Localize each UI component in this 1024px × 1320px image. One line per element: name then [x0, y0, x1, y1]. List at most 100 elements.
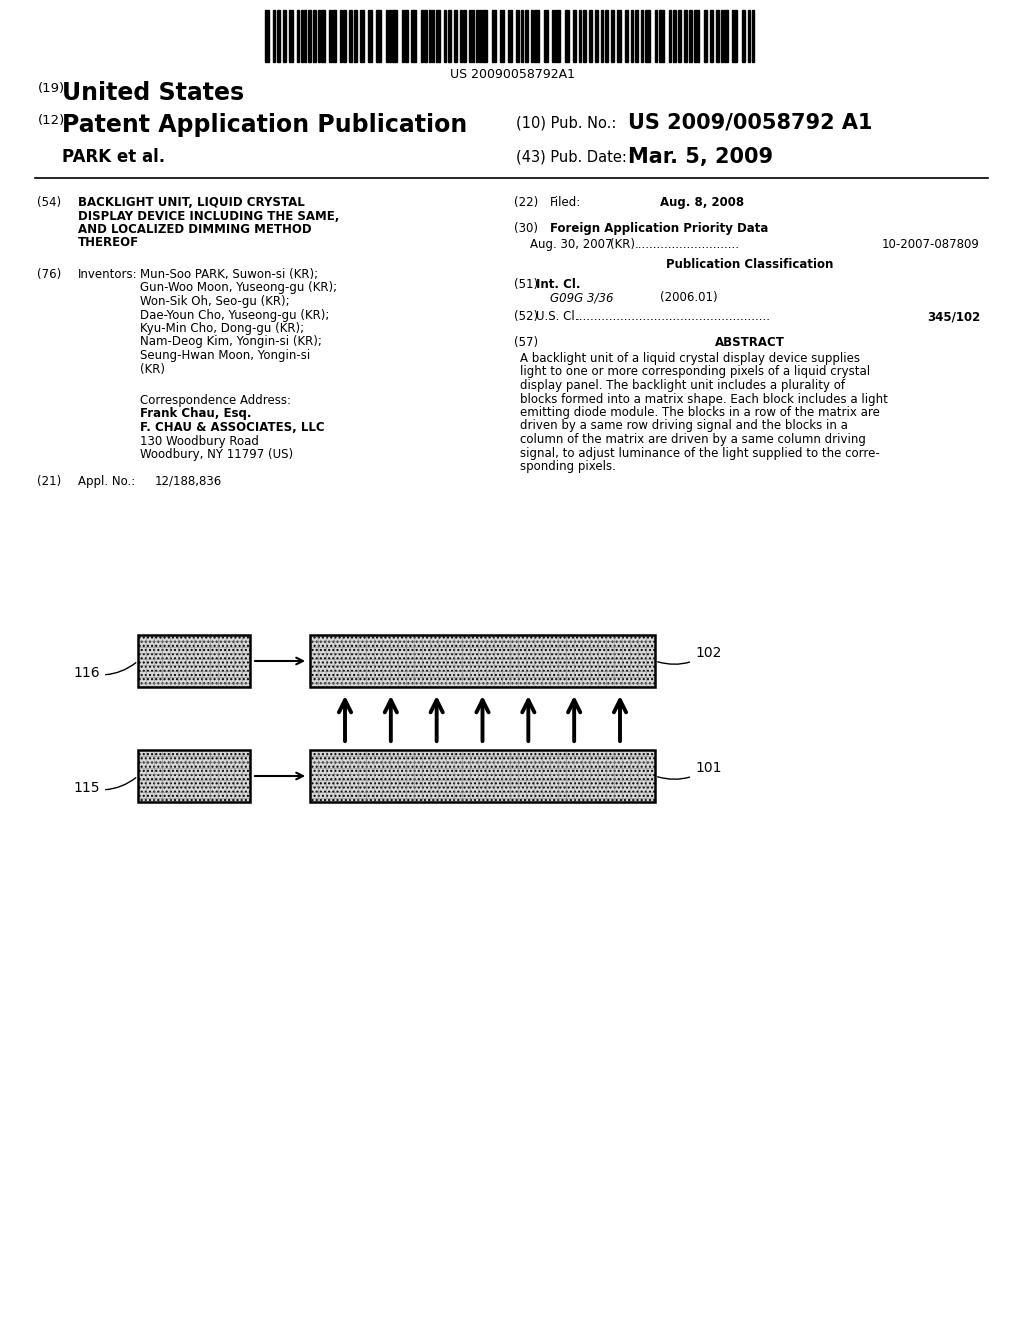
- Bar: [392, 11, 397, 62]
- Text: G09G 3/36: G09G 3/36: [550, 292, 613, 305]
- Text: DISPLAY DEVICE INCLUDING THE SAME,: DISPLAY DEVICE INCLUDING THE SAME,: [78, 210, 339, 223]
- Bar: [454, 11, 457, 62]
- Bar: [673, 11, 676, 62]
- Text: Seung-Hwan Moon, Yongin-si: Seung-Hwan Moon, Yongin-si: [140, 348, 310, 362]
- Text: Woodbury, NY 11797 (US): Woodbury, NY 11797 (US): [140, 447, 293, 461]
- Bar: [655, 11, 657, 62]
- Text: Foreign Application Priority Data: Foreign Application Priority Data: [550, 222, 768, 235]
- Text: US 20090058792A1: US 20090058792A1: [450, 69, 574, 81]
- Bar: [521, 11, 523, 62]
- Bar: [689, 11, 691, 62]
- Text: BACKLIGHT UNIT, LIQUID CRYSTAL: BACKLIGHT UNIT, LIQUID CRYSTAL: [78, 195, 305, 209]
- Bar: [469, 11, 470, 62]
- Text: (19): (19): [38, 82, 66, 95]
- Bar: [492, 11, 496, 62]
- Bar: [678, 11, 681, 62]
- Bar: [645, 11, 650, 62]
- Bar: [579, 11, 581, 62]
- Bar: [389, 11, 390, 62]
- Bar: [595, 11, 598, 62]
- Bar: [721, 11, 723, 62]
- Bar: [516, 11, 518, 62]
- Bar: [424, 11, 427, 62]
- Bar: [565, 11, 569, 62]
- Text: Frank Chau, Esq.: Frank Chau, Esq.: [140, 408, 252, 421]
- Text: Appl. No.:: Appl. No.:: [78, 475, 135, 488]
- Text: emitting diode module. The blocks in a row of the matrix are: emitting diode module. The blocks in a r…: [520, 407, 880, 418]
- Text: (76): (76): [37, 268, 61, 281]
- Bar: [432, 11, 434, 62]
- Text: 116: 116: [74, 663, 136, 680]
- Bar: [601, 11, 603, 62]
- Bar: [354, 11, 357, 62]
- Text: Nam-Deog Kim, Yongin-si (KR);: Nam-Deog Kim, Yongin-si (KR);: [140, 335, 322, 348]
- Text: signal, to adjust luminance of the light supplied to the corre-: signal, to adjust luminance of the light…: [520, 446, 880, 459]
- Text: blocks formed into a matrix shape. Each block includes a light: blocks formed into a matrix shape. Each …: [520, 392, 888, 405]
- Bar: [555, 11, 560, 62]
- Text: driven by a same row driving signal and the blocks in a: driven by a same row driving signal and …: [520, 420, 848, 433]
- Bar: [349, 11, 351, 62]
- Bar: [278, 11, 280, 62]
- Text: 101: 101: [657, 762, 722, 779]
- Text: (51): (51): [514, 279, 539, 290]
- Bar: [525, 11, 528, 62]
- Bar: [289, 11, 293, 62]
- Bar: [449, 11, 451, 62]
- Bar: [635, 11, 638, 62]
- Text: (43) Pub. Date:: (43) Pub. Date:: [516, 150, 627, 165]
- Bar: [724, 11, 728, 62]
- Text: 10-2007-087809: 10-2007-087809: [882, 238, 980, 251]
- Bar: [386, 11, 387, 62]
- Bar: [589, 11, 592, 62]
- Text: US 2009/0058792 A1: US 2009/0058792 A1: [628, 114, 872, 133]
- Bar: [583, 11, 586, 62]
- Bar: [444, 11, 446, 62]
- Text: (KR): (KR): [140, 363, 165, 375]
- Text: Inventors:: Inventors:: [78, 268, 137, 281]
- Bar: [476, 11, 477, 62]
- Text: ....................................................: ........................................…: [575, 310, 771, 323]
- Bar: [732, 11, 737, 62]
- Bar: [329, 11, 331, 62]
- Bar: [573, 11, 575, 62]
- Bar: [376, 11, 381, 62]
- Bar: [659, 11, 664, 62]
- Bar: [321, 11, 325, 62]
- Bar: [402, 11, 403, 62]
- Bar: [694, 11, 699, 62]
- Bar: [752, 11, 754, 62]
- Bar: [631, 11, 633, 62]
- Bar: [265, 11, 269, 62]
- Text: (21): (21): [37, 475, 61, 488]
- Bar: [283, 11, 286, 62]
- Bar: [617, 11, 621, 62]
- Bar: [406, 11, 408, 62]
- Bar: [482, 11, 487, 62]
- Bar: [748, 11, 750, 62]
- Bar: [531, 11, 532, 62]
- Text: Publication Classification: Publication Classification: [667, 257, 834, 271]
- Bar: [313, 11, 315, 62]
- Text: F. CHAU & ASSOCIATES, LLC: F. CHAU & ASSOCIATES, LLC: [140, 421, 325, 434]
- Bar: [552, 11, 554, 62]
- Text: 115: 115: [74, 777, 136, 795]
- Text: (22): (22): [514, 195, 539, 209]
- Bar: [421, 11, 423, 62]
- Bar: [310, 635, 655, 686]
- Bar: [308, 11, 310, 62]
- Text: (54): (54): [37, 195, 61, 209]
- Bar: [605, 11, 608, 62]
- Bar: [138, 635, 250, 686]
- Text: (57): (57): [514, 337, 539, 348]
- Text: 12/188,836: 12/188,836: [155, 475, 222, 488]
- Bar: [641, 11, 643, 62]
- Bar: [710, 11, 713, 62]
- Bar: [500, 11, 504, 62]
- Text: ABSTRACT: ABSTRACT: [715, 337, 785, 348]
- Text: Gun-Woo Moon, Yuseong-gu (KR);: Gun-Woo Moon, Yuseong-gu (KR);: [140, 281, 337, 294]
- Text: 345/102: 345/102: [927, 310, 980, 323]
- Bar: [684, 11, 686, 62]
- Text: Patent Application Publication: Patent Application Publication: [62, 114, 467, 137]
- Text: sponding pixels.: sponding pixels.: [520, 459, 615, 473]
- Bar: [310, 750, 655, 803]
